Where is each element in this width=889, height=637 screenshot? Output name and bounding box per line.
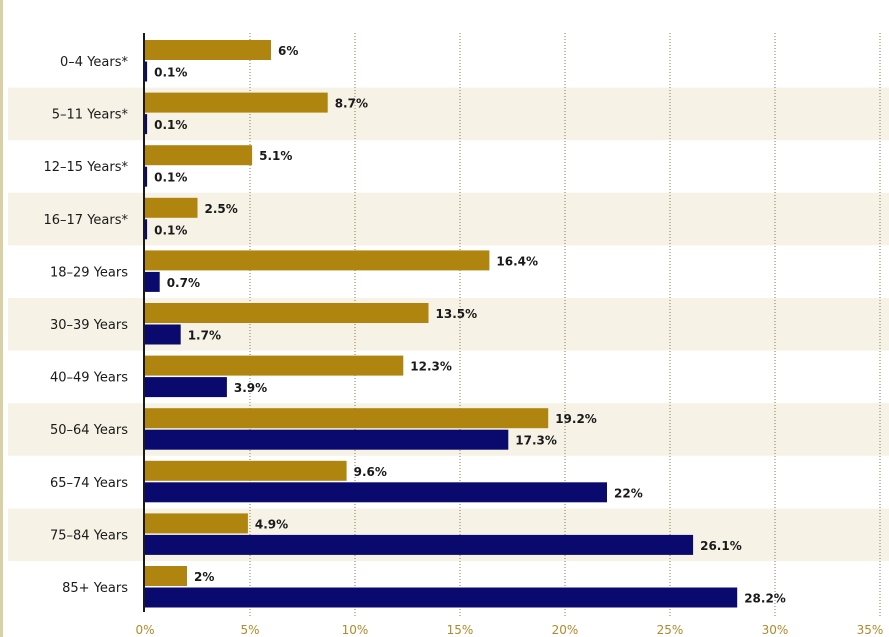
category-label: 65–74 Years — [50, 476, 128, 491]
bar-series-1 — [145, 303, 429, 323]
bar-series-2 — [145, 61, 148, 82]
bar-series-1 — [145, 197, 198, 218]
bar-series-2 — [145, 114, 148, 135]
bar-series-2 — [145, 166, 148, 187]
value-label: 0.1% — [154, 118, 187, 132]
category-label: 40–49 Years — [50, 371, 128, 386]
value-label: 3.9% — [234, 381, 267, 395]
bar-series-2 — [145, 271, 160, 292]
x-tick-label: 25% — [657, 623, 684, 637]
value-label: 0.1% — [154, 171, 187, 185]
bar-series-1 — [145, 355, 404, 376]
category-label: 16–17 Years* — [43, 213, 128, 228]
category-label: 5–11 Years* — [52, 108, 129, 123]
bar-series-2 — [145, 534, 694, 555]
x-tick-label: 20% — [552, 623, 579, 637]
x-tick-label: 30% — [762, 623, 789, 637]
value-label: 0.7% — [167, 276, 200, 290]
value-label: 9.6% — [354, 465, 387, 479]
value-label: 28.2% — [744, 592, 786, 606]
bar-series-2 — [145, 324, 181, 345]
bar-series-2 — [145, 482, 607, 503]
bar-series-1 — [145, 92, 328, 113]
x-tick-label: 15% — [447, 623, 474, 637]
row-stripe — [8, 192, 889, 246]
bar-series-1 — [145, 566, 187, 586]
value-label: 17.3% — [515, 434, 557, 448]
bar-series-1 — [145, 513, 248, 534]
x-tick-label: 5% — [240, 623, 259, 637]
value-label: 5.1% — [259, 149, 292, 163]
value-label: 26.1% — [700, 539, 742, 553]
bar-series-1 — [145, 408, 549, 429]
category-label: 0–4 Years* — [60, 55, 128, 70]
value-label: 2.5% — [205, 202, 238, 216]
bar-series-1 — [145, 40, 271, 60]
category-labels: 0–4 Years* 5–11 Years* 12–15 Years* 16–17 Y… — [43, 55, 128, 596]
bar-series-2 — [145, 587, 738, 608]
value-label: 6% — [278, 44, 298, 58]
bars — [145, 40, 738, 608]
category-label: 12–15 Years* — [43, 160, 128, 175]
bar-series-1 — [145, 460, 347, 481]
value-label: 0.1% — [154, 66, 187, 80]
category-label: 30–39 Years — [50, 318, 128, 333]
bar-series-2 — [145, 377, 227, 398]
left-border — [0, 0, 3, 637]
value-label: 12.3% — [410, 360, 452, 374]
value-label: 2% — [194, 570, 214, 584]
value-label: 16.4% — [496, 254, 538, 268]
category-label: 85+ Years — [62, 581, 128, 596]
value-label: 0.1% — [154, 223, 187, 237]
bar-series-1 — [145, 145, 253, 166]
category-label: 50–64 Years — [50, 423, 128, 438]
x-tick-label: 10% — [342, 623, 369, 637]
x-tick-labels: 0% 5% 10% 15% 20% 25% 30% 35% — [135, 623, 883, 637]
value-labels: 6% 0.1% 8.7% 0.1% 5.1% 0.1% 2.5% 0.1% 16.4% 0.7% 1… — [154, 44, 786, 606]
row-stripe — [8, 298, 889, 351]
bar-series-2 — [145, 219, 148, 240]
bar-series-2 — [145, 429, 509, 450]
value-label: 13.5% — [436, 307, 478, 321]
x-tick-label: 35% — [857, 623, 884, 637]
value-label: 1.7% — [188, 329, 221, 343]
x-tick-label: 0% — [135, 623, 154, 637]
value-label: 19.2% — [555, 412, 597, 426]
row-stripe — [8, 87, 889, 141]
value-label: 4.9% — [255, 517, 288, 531]
value-label: 22% — [614, 486, 643, 500]
value-label: 8.7% — [335, 97, 368, 111]
category-label: 75–84 Years — [50, 528, 128, 543]
bar-series-1 — [145, 250, 490, 271]
category-label: 18–29 Years — [50, 265, 128, 280]
